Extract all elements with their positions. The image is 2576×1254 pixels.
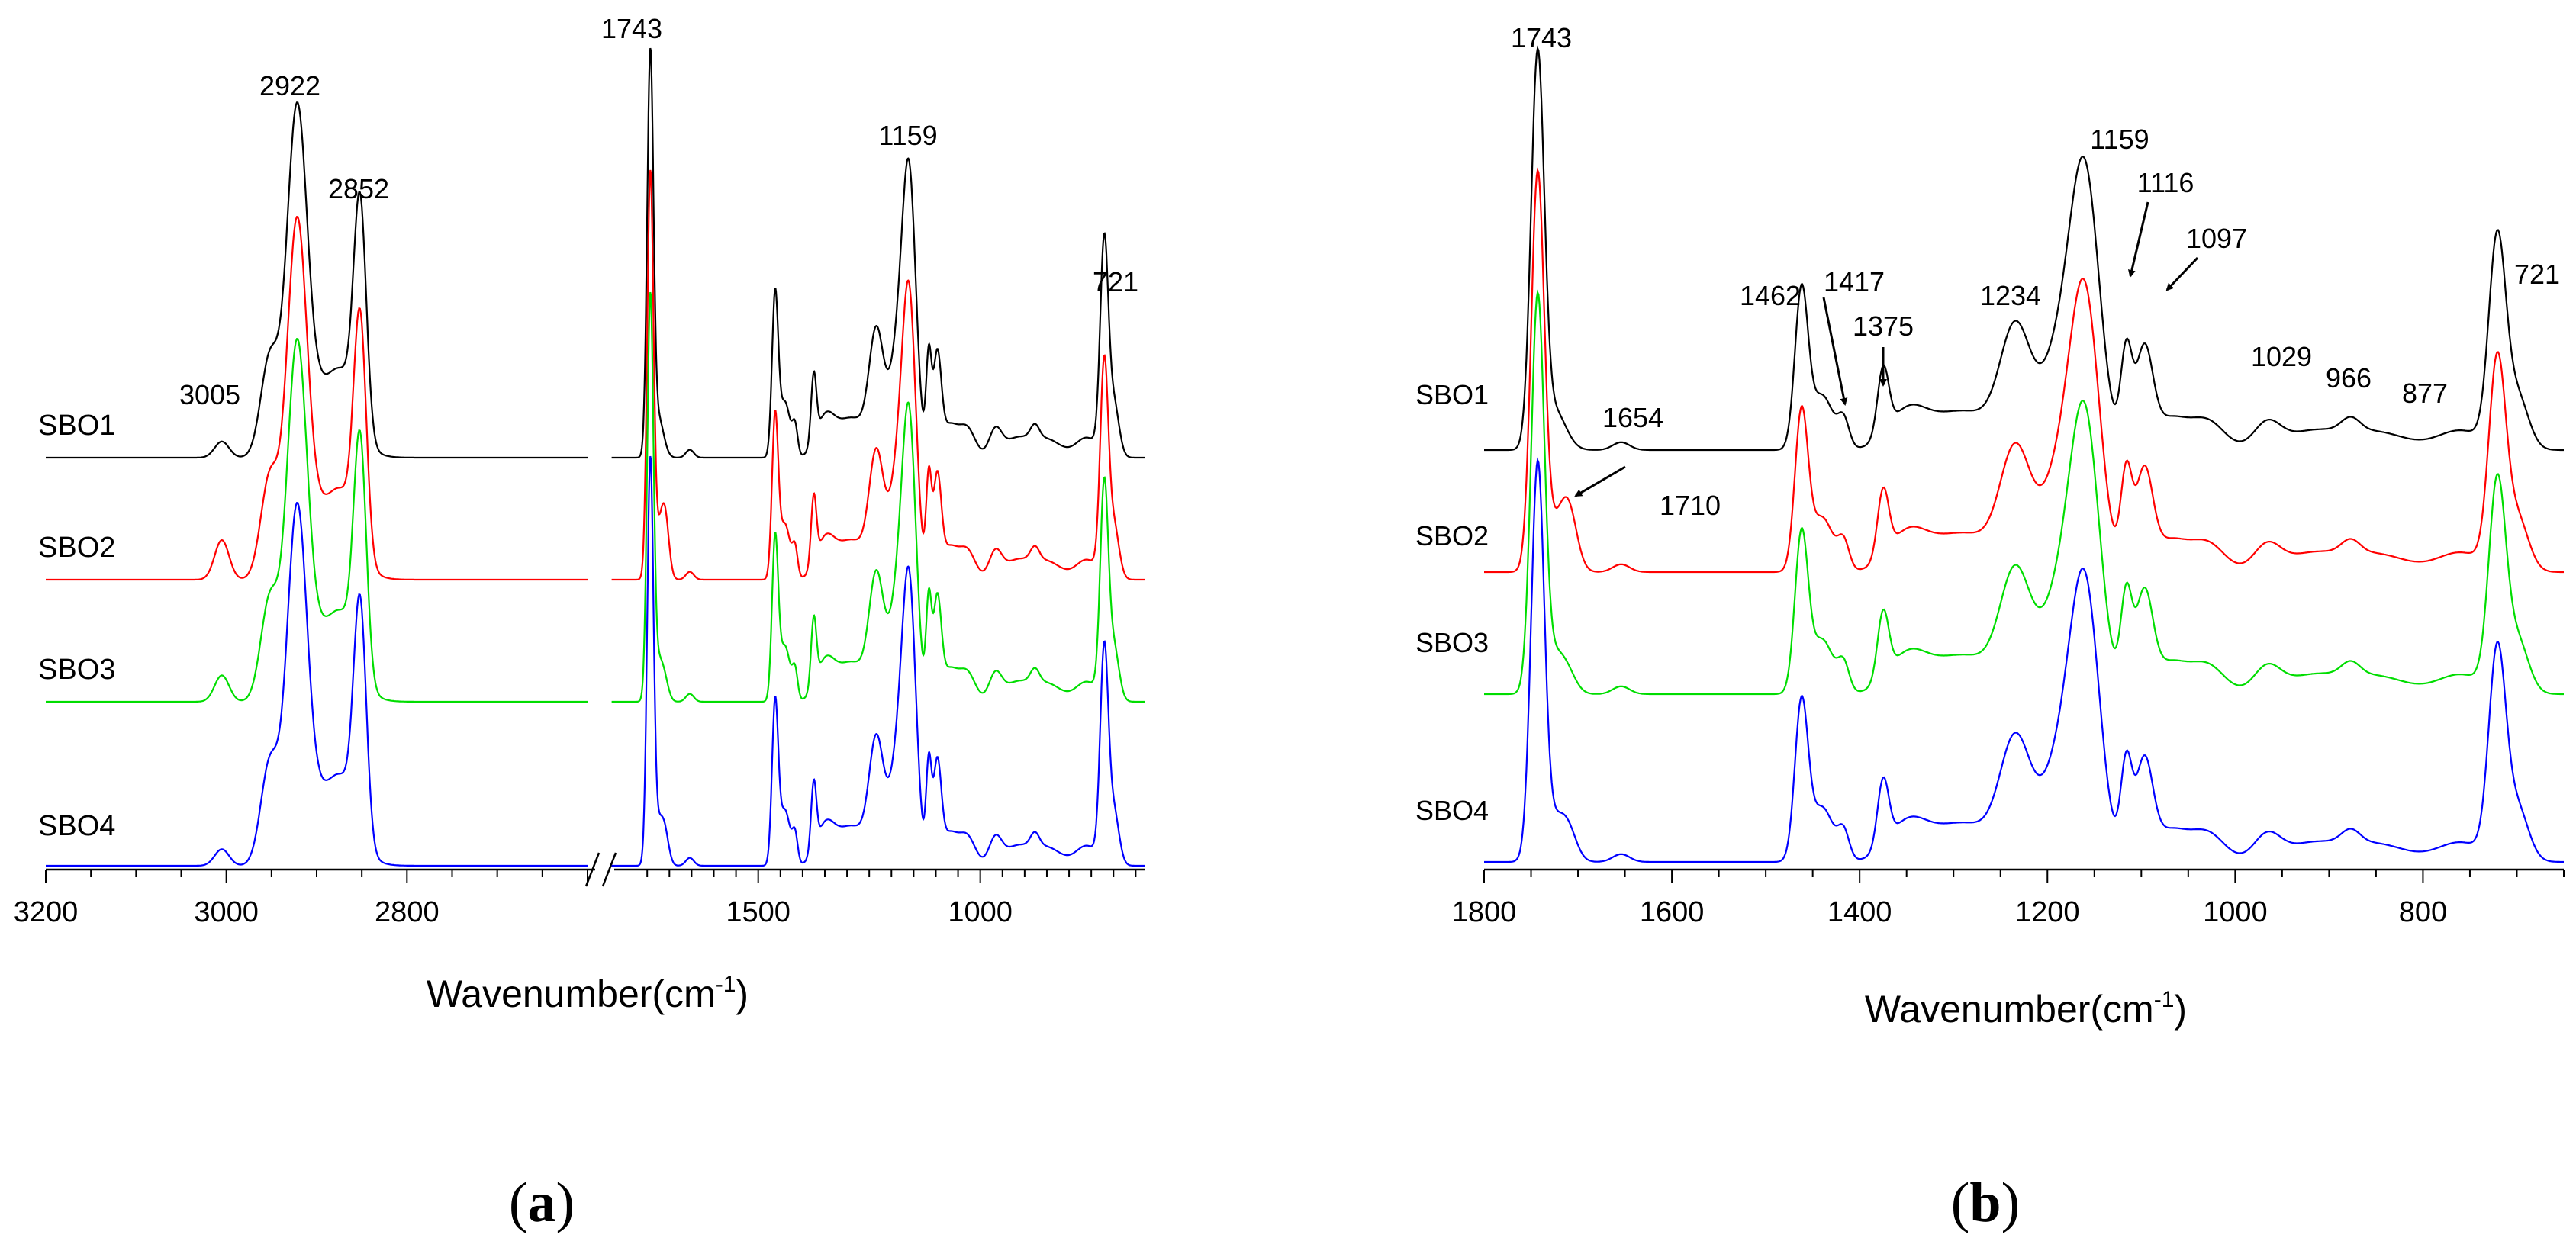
x-axis-title: Wavenumber(cm-1) [1865, 987, 2187, 1031]
peak-label: 877 [2402, 378, 2448, 409]
series-line-SBO1 [611, 47, 1145, 459]
annotation-arrow [1822, 297, 1848, 406]
panel-b: 1800 1600 1400 1200 1000 800 Wavenumber(cm-1) S… [1415, 22, 2565, 1031]
peak-label: 721 [2514, 259, 2560, 290]
series-label: SBO3 [1415, 627, 1489, 658]
peak-label: 1097 [2186, 223, 2247, 254]
series-line-SBO4 [611, 455, 1145, 867]
peak-label: 966 [2326, 362, 2372, 394]
series-line-SBO2 [1484, 167, 2564, 574]
peak-label: 1743 [601, 13, 662, 44]
annotation-arrow [2127, 201, 2149, 278]
series-label: SBO3 [38, 654, 115, 686]
peak-label: 1375 [1853, 310, 1914, 342]
x-tick-label: 2800 [375, 896, 440, 928]
x-tick-label: 1800 [1452, 896, 1517, 928]
x-tick-label: 1500 [726, 896, 791, 928]
peak-label: 1710 [1660, 490, 1721, 521]
annotation-arrow [1574, 465, 1626, 497]
series-label: SBO4 [1415, 795, 1489, 826]
annotation-arrow [2165, 256, 2199, 291]
x-tick-label: 1000 [948, 896, 1013, 928]
panel-a: 3200 3000 2800 1500 1000 Wavenumber(cm-1) SBO1… [14, 13, 1145, 1015]
series-line-SBO3 [46, 338, 588, 703]
series-line-SBO2 [611, 169, 1145, 581]
series-line-SBO2 [46, 216, 588, 581]
peak-label: 1234 [1980, 280, 2041, 311]
series-line-SBO3 [1484, 289, 2564, 696]
series-line-SBO1 [1484, 45, 2564, 452]
peak-label: 1417 [1824, 266, 1885, 297]
x-tick-label: 1400 [1827, 896, 1892, 928]
peak-label: 1159 [2090, 124, 2149, 155]
series-line-SBO4 [46, 502, 588, 867]
x-tick-label: 1000 [2203, 896, 2268, 928]
x-tick-label: 1200 [2015, 896, 2080, 928]
series-line-SBO3 [611, 291, 1145, 703]
x-tick-label: 3000 [194, 896, 259, 928]
series-label: SBO1 [38, 410, 115, 442]
x-tick-label: 800 [2399, 896, 2447, 928]
peak-label: 1654 [1602, 402, 1663, 433]
caption-a: (a) [508, 1172, 575, 1234]
peak-label: 2922 [259, 70, 320, 101]
peak-label: 3005 [179, 379, 240, 410]
peak-label: 1743 [1511, 22, 1572, 53]
peak-label: 1029 [2251, 341, 2312, 372]
peak-label: 1116 [2137, 167, 2194, 198]
x-axis-title: Wavenumber(cm-1) [427, 972, 749, 1015]
x-tick-label: 1600 [1640, 896, 1705, 928]
peak-label: 1462 [1740, 280, 1801, 311]
peak-label: 1159 [878, 120, 937, 151]
x-tick-label: 3200 [14, 896, 79, 928]
series-label: SBO2 [1415, 520, 1489, 551]
peak-label: 721 [1093, 266, 1138, 297]
peak-label: 2852 [328, 173, 389, 204]
series-label: SBO1 [1415, 379, 1489, 410]
series-label: SBO4 [38, 810, 115, 842]
axis-break-mark [601, 852, 617, 887]
caption-b: (b) [1950, 1172, 2021, 1234]
series-line-SBO4 [1484, 457, 2564, 863]
series-label: SBO2 [38, 532, 115, 564]
series-line-SBO1 [46, 101, 588, 459]
